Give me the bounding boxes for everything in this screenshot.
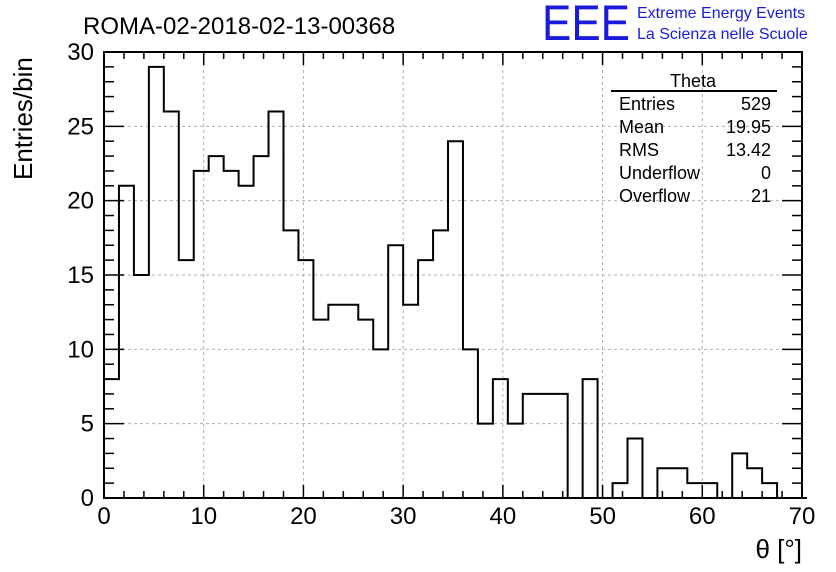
grid-lines [104,52,802,498]
histogram-line [103,65,807,499]
stats-label: RMS [619,140,659,160]
y-tick-label: 5 [81,411,94,438]
logo: EEE Extreme Energy Events La Scienza nel… [542,0,808,51]
y-tick-label: 0 [81,485,94,512]
stats-box: Theta Entries 529 Mean 19.95 RMS 13.42 Underfl… [611,71,777,206]
stats-label: Overflow [619,186,691,206]
x-tick-labels: 0 10 20 30 40 50 60 70 [97,503,815,530]
x-tick-label: 20 [290,503,317,530]
stats-value: 21 [751,186,771,206]
stats-value: 19.95 [726,117,771,137]
stats-value: 0 [761,163,771,183]
plot-frame [103,51,803,499]
y-tick-label: 15 [67,262,94,289]
y-tick-label: 30 [67,39,94,66]
logo-letters: EEE [542,0,630,51]
x-tick-label: 60 [689,503,716,530]
stats-rows: Entries 529 Mean 19.95 RMS 13.42 Underflow 0 Ove… [619,94,771,206]
x-tick-label: 30 [390,503,417,530]
stats-value: 13.42 [726,140,771,160]
stats-label: Underflow [619,163,701,183]
x-axis-title: θ [°] [755,534,802,564]
stats-label: Mean [619,117,664,137]
stats-label: Entries [619,94,675,114]
chart-title: ROMA-02-2018-02-13-00368 [83,13,395,40]
x-tick-label: 70 [789,503,816,530]
stats-value: 529 [741,94,771,114]
stats-title: Theta [670,71,717,91]
y-tick-labels: 0 5 10 15 20 25 30 [67,39,94,512]
y-axis-title: Entries/bin [8,57,38,180]
logo-line-2: La Scienza nelle Scuole [637,26,808,43]
y-tick-label: 20 [67,188,94,215]
y-tick-label: 25 [67,113,94,140]
logo-line-1: Extreme Energy Events [637,5,805,22]
x-tick-label: 0 [97,503,110,530]
y-tick-label: 10 [67,336,94,363]
x-tick-label: 40 [490,503,517,530]
x-tick-label: 50 [589,503,616,530]
x-tick-label: 10 [190,503,217,530]
